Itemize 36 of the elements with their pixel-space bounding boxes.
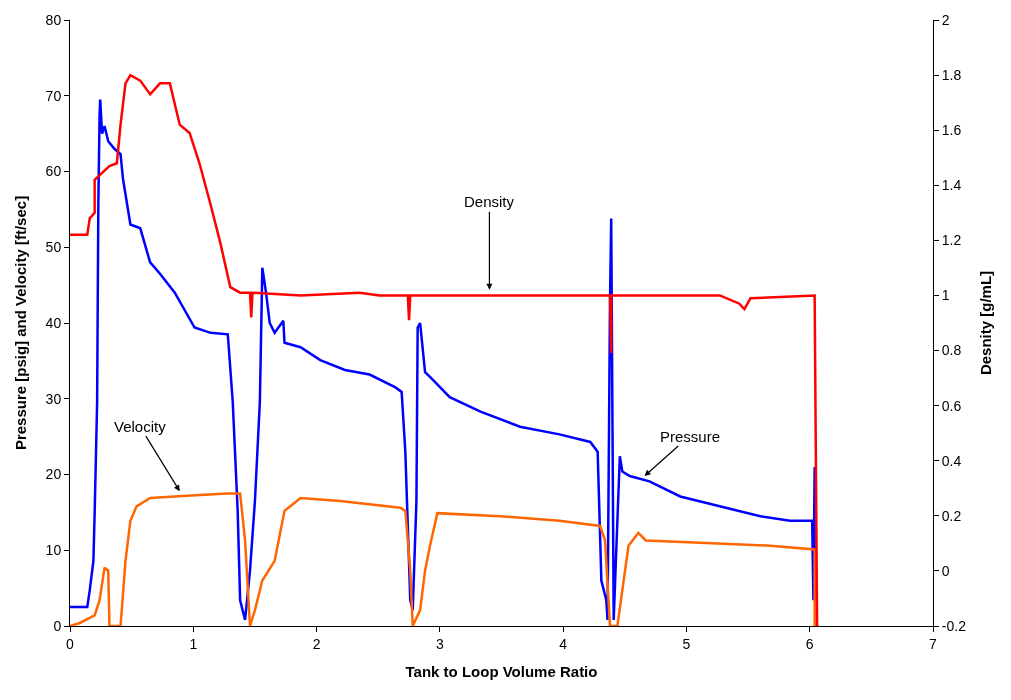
x-tick-label: 1	[189, 635, 198, 652]
x-tick-label: 0	[66, 635, 75, 652]
y2-tick-label: 1	[941, 287, 950, 304]
y-tick-label: 60	[45, 163, 62, 180]
x-axis-title: Tank to Loop Volume Ratio	[405, 662, 598, 680]
y-tick-label: 0	[53, 617, 62, 634]
y-tick-label: 10	[45, 542, 62, 559]
y2-tick-label: 0.4	[941, 452, 962, 469]
annotation: Density	[464, 193, 515, 210]
x-tick-label: 5	[682, 635, 691, 652]
y-tick-label: 70	[45, 87, 62, 104]
y2-tick-label: 1.8	[941, 66, 962, 83]
x-tick-label: 3	[435, 635, 444, 652]
y2-tick-label: 0.8	[941, 342, 962, 359]
y2-tick-label: 1.2	[941, 232, 962, 249]
annotation: Velocity	[114, 418, 167, 435]
x-tick-label: 7	[929, 635, 938, 652]
x-tick-label: 4	[559, 635, 568, 652]
y2-tick-label: 0.2	[941, 507, 962, 524]
line-series	[70, 492, 816, 626]
y2-tick-label: 2	[941, 11, 950, 28]
y2-tick-label: -0.2	[941, 617, 967, 634]
x-tick-label: 2	[312, 635, 321, 652]
y-tick-label: 50	[45, 239, 62, 256]
x-tick-label: 6	[805, 635, 814, 652]
y2-axis-title: Desnity [g/mL]	[977, 270, 995, 376]
y-tick-label: 80	[45, 11, 62, 28]
annotation: Pressure	[660, 428, 721, 445]
y-tick-label: 20	[45, 466, 62, 483]
y2-tick-label: 0.6	[941, 397, 962, 414]
y2-tick-label: 1.4	[941, 177, 962, 194]
y-tick-label: 30	[45, 390, 62, 407]
y-tick-label: 40	[45, 314, 62, 331]
y-axis-title: Pressure [psig] and Velocity [ft/sec]	[11, 195, 29, 451]
y2-tick-label: 0	[941, 562, 950, 579]
y2-tick-label: 1.6	[941, 122, 962, 139]
